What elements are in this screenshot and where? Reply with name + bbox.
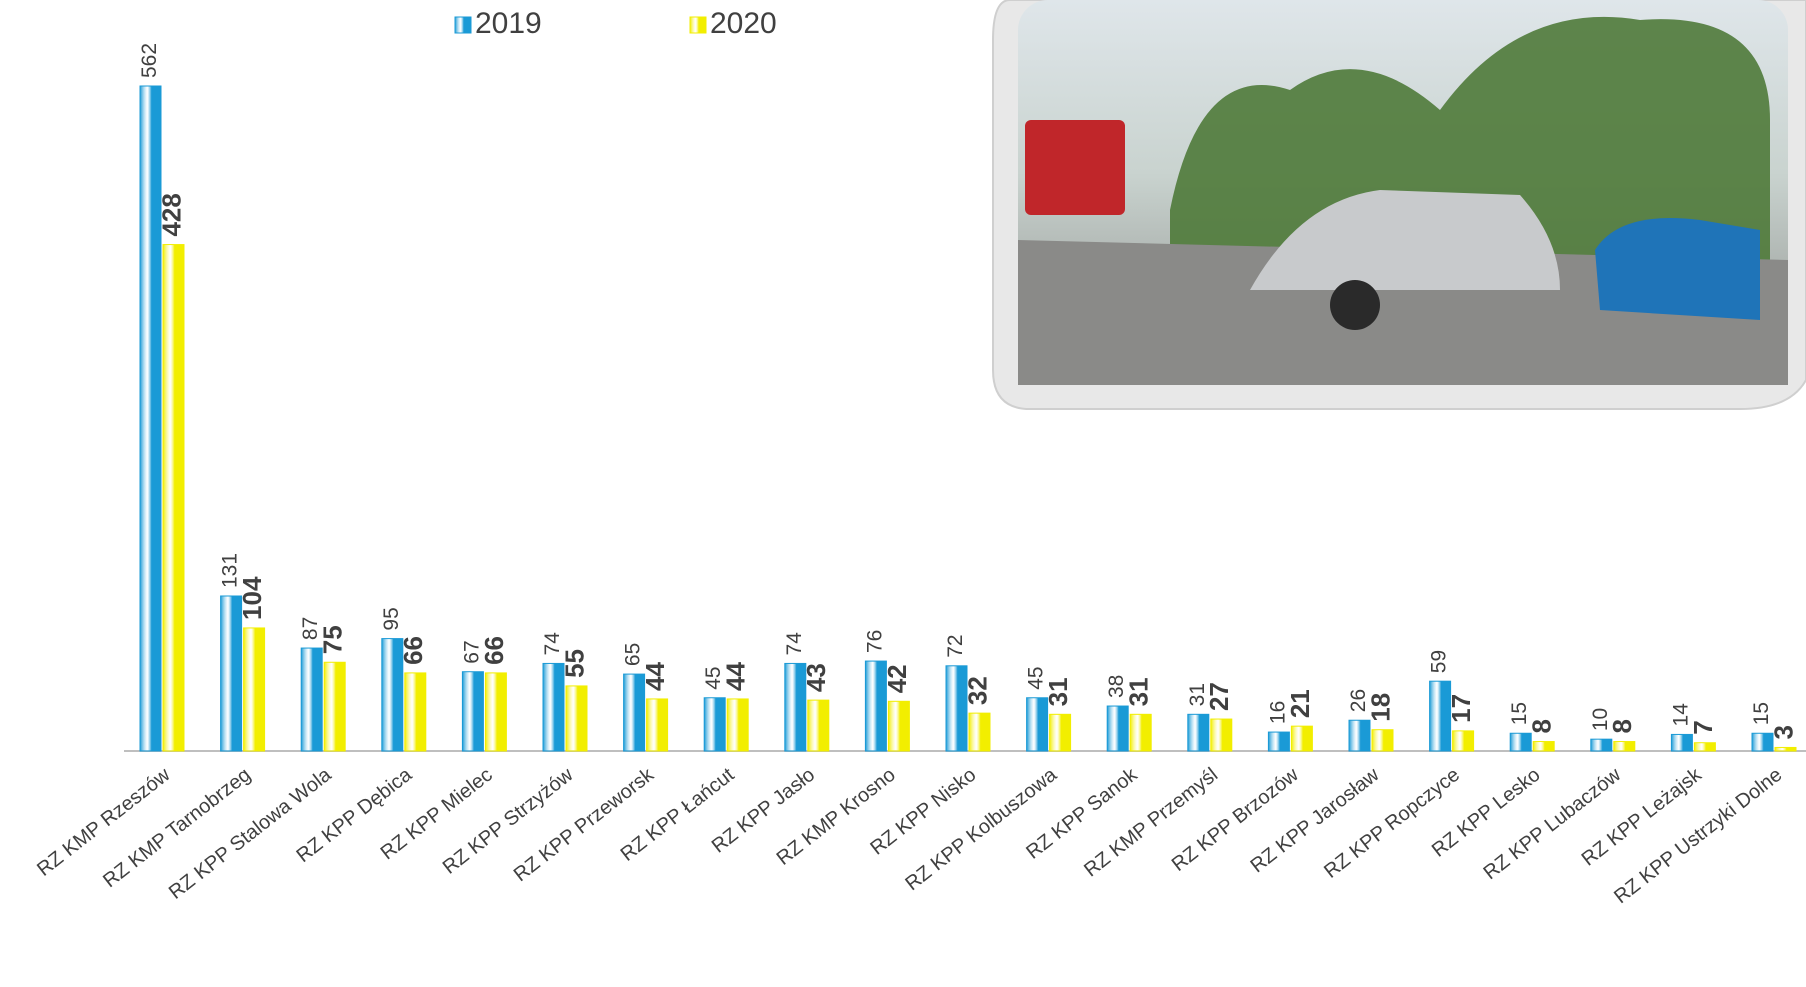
value-label: 32 xyxy=(962,676,992,705)
value-label: 44 xyxy=(721,661,751,690)
bar xyxy=(1210,718,1233,752)
bar xyxy=(1509,732,1532,752)
value-label: 10 xyxy=(1589,708,1612,731)
value-label: 17 xyxy=(1446,694,1476,723)
value-label: 55 xyxy=(559,649,589,678)
x-tick-label: RZ KPP Przeworsk xyxy=(510,763,659,886)
bar xyxy=(646,698,669,752)
value-label: 38 xyxy=(1105,675,1128,698)
value-label: 26 xyxy=(1347,689,1370,712)
value-label: 87 xyxy=(299,617,322,640)
value-label: 16 xyxy=(1266,701,1289,724)
value-label: 8 xyxy=(1527,719,1557,733)
value-label: 67 xyxy=(460,640,483,663)
bar xyxy=(162,244,185,752)
bar xyxy=(484,672,507,752)
bar xyxy=(1452,730,1475,752)
value-label: 66 xyxy=(398,636,428,665)
x-tick-label: RZ KPP Kolbuszowa xyxy=(901,763,1061,895)
x-tick-label: RZ KPP Ropczyce xyxy=(1320,764,1464,883)
value-label: 59 xyxy=(1428,650,1451,673)
bar xyxy=(1613,741,1636,752)
bar xyxy=(1026,697,1049,752)
value-label: 66 xyxy=(479,636,509,665)
value-label: 75 xyxy=(318,625,348,654)
value-label: 42 xyxy=(882,664,912,693)
value-label: 18 xyxy=(1365,693,1395,722)
bar xyxy=(1187,713,1210,752)
value-label: 562 xyxy=(138,43,161,78)
bar xyxy=(323,661,346,752)
value-label: 45 xyxy=(1025,666,1048,689)
bar xyxy=(1129,713,1152,752)
bar xyxy=(1348,719,1371,752)
value-label: 44 xyxy=(640,661,670,690)
bar xyxy=(726,698,749,752)
value-label: 74 xyxy=(541,632,564,656)
bar xyxy=(243,627,266,752)
bar xyxy=(461,671,484,752)
bar xyxy=(807,699,830,752)
bar xyxy=(139,85,162,752)
bar xyxy=(703,697,726,752)
bar xyxy=(565,685,588,752)
value-label: 45 xyxy=(702,666,725,689)
bar xyxy=(1590,738,1613,752)
value-label: 8 xyxy=(1607,719,1637,733)
bar xyxy=(1290,725,1313,752)
legend-swatch xyxy=(454,16,472,34)
x-tick-label: RZ KPP Lubaczów xyxy=(1480,763,1626,884)
value-label: 131 xyxy=(219,553,242,588)
value-label: 72 xyxy=(944,634,967,657)
bar xyxy=(1532,741,1555,752)
value-label: 3 xyxy=(1768,725,1798,739)
bar xyxy=(1049,713,1072,752)
photo xyxy=(992,0,1806,410)
bar xyxy=(1429,680,1452,752)
bar xyxy=(300,647,323,752)
bar xyxy=(542,662,565,752)
bar xyxy=(1371,729,1394,752)
bar xyxy=(968,712,991,752)
legend-swatch xyxy=(689,16,707,34)
x-tick-label: RZ KPP Strzyżów xyxy=(439,763,578,878)
bar xyxy=(1693,742,1716,752)
value-label: 15 xyxy=(1508,702,1531,725)
bar xyxy=(623,673,646,752)
bar xyxy=(1106,705,1129,752)
bar xyxy=(864,660,887,752)
bar xyxy=(220,595,243,752)
value-label: 7 xyxy=(1688,720,1718,734)
value-label: 95 xyxy=(380,607,403,630)
bar xyxy=(887,700,910,752)
bar xyxy=(404,672,427,752)
value-label: 31 xyxy=(1186,683,1209,706)
value-label: 31 xyxy=(1043,677,1073,706)
value-label: 43 xyxy=(801,663,831,692)
bar xyxy=(784,662,807,752)
legend-label: 2020 xyxy=(710,7,777,40)
value-label: 21 xyxy=(1285,689,1315,718)
value-label: 74 xyxy=(783,632,806,656)
value-label: 14 xyxy=(1669,703,1692,727)
value-label: 104 xyxy=(237,576,267,620)
value-label: 65 xyxy=(622,643,645,666)
bar xyxy=(1774,746,1797,752)
value-label: 31 xyxy=(1124,677,1154,706)
x-tick-label: RZ KMP Rzeszów xyxy=(33,763,175,880)
legend-label: 2019 xyxy=(475,7,542,40)
bar xyxy=(1267,731,1290,752)
value-label: 428 xyxy=(156,193,186,236)
value-label: 27 xyxy=(1204,682,1234,711)
x-tick-label: RZ KMP Tarnobrzeg xyxy=(99,764,255,892)
x-tick-label: RZ KMP Przemyśl xyxy=(1080,764,1222,882)
bar xyxy=(1670,733,1693,752)
bar xyxy=(945,665,968,752)
value-label: 15 xyxy=(1750,702,1773,725)
bar xyxy=(1751,732,1774,752)
value-label: 76 xyxy=(863,630,886,653)
bar xyxy=(381,638,404,752)
